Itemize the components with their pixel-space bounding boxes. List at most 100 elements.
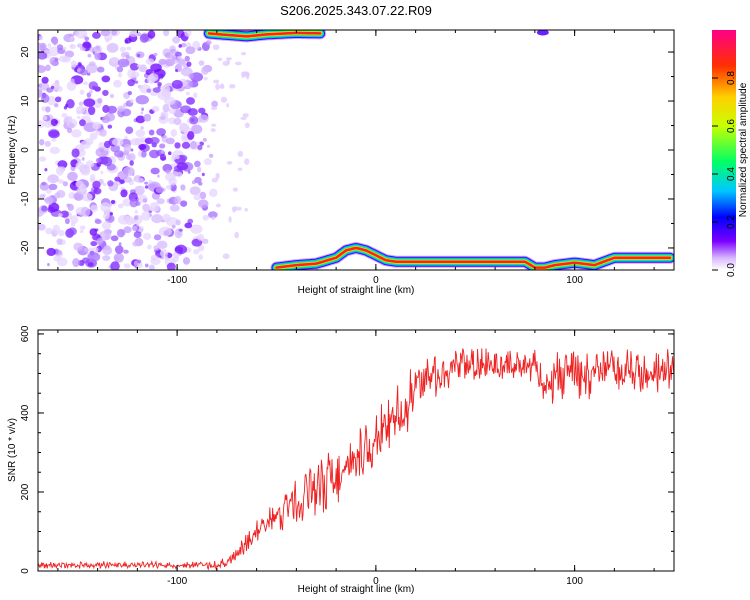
noise-blob [102, 182, 107, 187]
noise-blob [111, 57, 119, 64]
noise-blob [242, 113, 249, 118]
noise-blob [215, 203, 221, 208]
noise-blob [93, 187, 102, 195]
noise-blob [127, 79, 135, 87]
noise-blob [54, 57, 59, 62]
spectrogram-y-tick-label: 0 [20, 147, 31, 153]
noise-blob [118, 242, 122, 246]
noise-blob [96, 150, 101, 155]
noise-blob [153, 52, 158, 57]
noise-blob [53, 255, 61, 262]
noise-blob [211, 177, 218, 183]
noise-blob [70, 78, 75, 83]
noise-blob [107, 180, 114, 187]
noise-blob [130, 71, 140, 78]
noise-blob [83, 98, 96, 107]
noise-blob [232, 187, 238, 192]
noise-blob [237, 167, 243, 171]
noise-blob [76, 110, 82, 115]
noise-blob [66, 127, 73, 134]
noise-blob [194, 176, 202, 184]
noise-blob [237, 150, 244, 157]
colorbar-gradient [712, 30, 736, 270]
noise-blob [47, 263, 50, 267]
noise-blob [176, 30, 185, 39]
noise-blob [45, 64, 51, 72]
noise-blob [159, 153, 166, 161]
noise-blob [178, 44, 182, 48]
spectrogram-noise-region [38, 30, 250, 270]
noise-blob [109, 30, 120, 37]
noise-blob [100, 202, 112, 213]
noise-blob [109, 93, 115, 99]
noise-blob [69, 44, 73, 48]
noise-blob [94, 52, 102, 60]
noise-blob [129, 160, 134, 166]
snr-y-tick-label: 600 [20, 325, 31, 342]
noise-blob [135, 129, 146, 138]
noise-blob [193, 194, 201, 201]
noise-blob [110, 199, 116, 204]
noise-blob [181, 141, 191, 149]
noise-blob [84, 36, 90, 42]
colorbar: 0.0 0.2 0.4 0.6 0.8 Normalized spectral ampl… [712, 30, 749, 277]
noise-blob [106, 42, 119, 53]
noise-blob [38, 65, 47, 73]
noise-blob [126, 46, 132, 51]
noise-blob [87, 252, 101, 262]
noise-blob [48, 179, 53, 183]
noise-blob [71, 129, 82, 138]
noise-blob [188, 73, 194, 79]
noise-blob [90, 177, 95, 183]
noise-blob [148, 264, 155, 270]
noise-blob [173, 117, 182, 126]
noise-blob [117, 58, 130, 68]
lower-trace [275, 246, 672, 269]
noise-blob [85, 63, 98, 74]
noise-blob [80, 140, 91, 150]
snr-x-tick-label: 100 [566, 576, 583, 587]
noise-blob [131, 225, 138, 232]
noise-blob [72, 257, 80, 268]
noise-blob [59, 160, 65, 165]
noise-blob [125, 154, 132, 160]
noise-blob [41, 181, 47, 186]
noise-blob [83, 247, 89, 253]
noise-blob [41, 45, 45, 49]
noise-blob [48, 183, 58, 191]
noise-blob [38, 223, 46, 231]
noise-blob [79, 68, 88, 76]
noise-blob [228, 216, 232, 223]
noise-blob [113, 252, 124, 263]
noise-blob [100, 30, 111, 37]
noise-blob [135, 94, 149, 105]
noise-blob [174, 142, 181, 149]
noise-blob [95, 157, 102, 163]
noise-blob [176, 231, 182, 236]
noise-blob [149, 137, 160, 145]
noise-blob [144, 263, 149, 268]
noise-blob [197, 244, 205, 252]
noise-blob [234, 61, 242, 66]
noise-blob [38, 120, 46, 128]
noise-blob [206, 144, 211, 149]
noise-blob [202, 214, 210, 221]
noise-blob [187, 131, 195, 140]
noise-blob [219, 84, 225, 89]
noise-blob [169, 50, 177, 60]
noise-blob [180, 184, 186, 191]
spectrogram-trace-group [202, 30, 674, 270]
noise-blob [86, 72, 91, 76]
noise-blob [150, 167, 160, 175]
snr-x-tick-label: 0 [373, 576, 379, 587]
noise-blob [183, 130, 189, 135]
noise-blob [174, 195, 182, 205]
noise-blob [210, 106, 218, 111]
noise-blob [102, 213, 110, 220]
noise-blob [220, 96, 228, 103]
noise-blob [92, 180, 101, 189]
noise-blob [45, 106, 51, 113]
noise-blob [79, 183, 87, 193]
noise-blob [150, 257, 161, 265]
noise-blob [190, 224, 203, 234]
